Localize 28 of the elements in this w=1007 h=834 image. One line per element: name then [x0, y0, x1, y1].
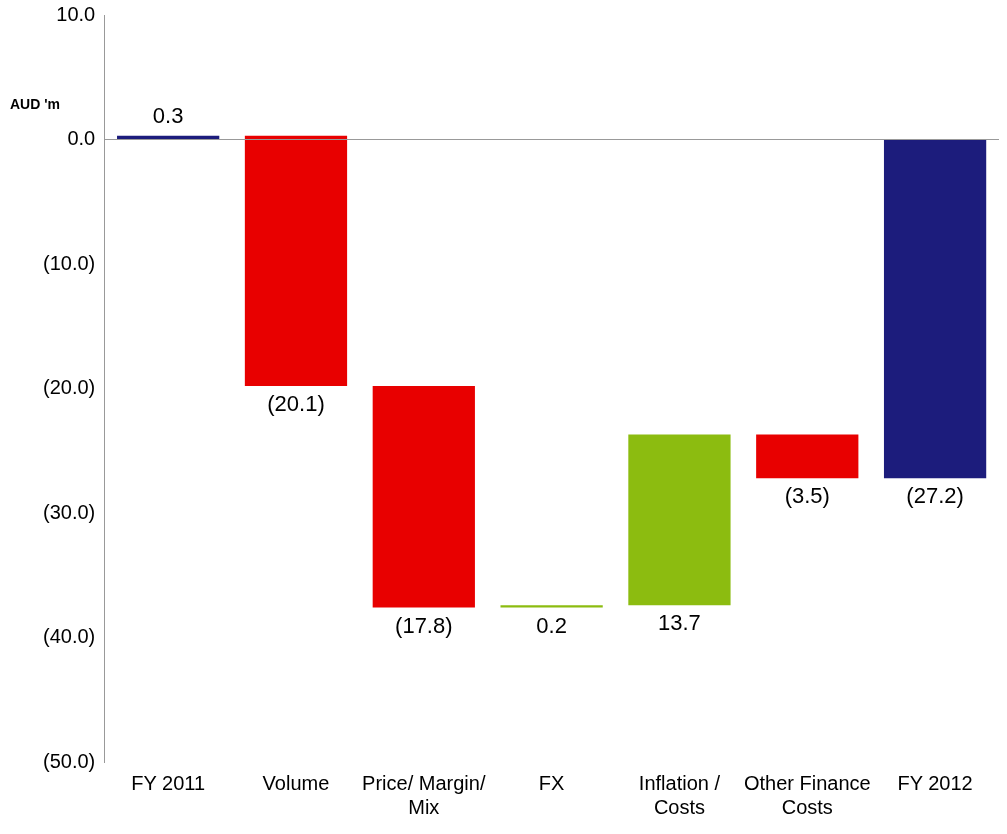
x-tick-label: FX [538, 771, 565, 794]
bar [756, 434, 859, 479]
bar [500, 605, 603, 608]
data-label: 0.3 [152, 102, 184, 128]
x-tick-label: FY 2011 [131, 771, 206, 794]
y-tick-label: 10.0 [56, 2, 96, 25]
y-tick-label: (10.0) [43, 251, 96, 274]
data-label: (17.8) [395, 612, 453, 638]
bar [628, 434, 731, 606]
bar [372, 386, 475, 608]
y-tick-label: (40.0) [43, 625, 96, 648]
data-label: (3.5) [784, 483, 830, 509]
y-tick-label: 0.0 [67, 127, 96, 150]
x-tick-label: Other Finance Costs [743, 771, 871, 818]
data-label: 13.7 [658, 610, 701, 636]
bar [883, 139, 987, 479]
y-tick-label: (30.0) [43, 500, 96, 523]
y-tick-label: (50.0) [43, 749, 96, 772]
y-axis-title: AUD 'm [10, 95, 60, 112]
data-label: (20.1) [267, 391, 325, 417]
data-label: 0.2 [536, 612, 567, 638]
x-tick-label: Inflation / Costs [638, 771, 721, 818]
bar [244, 135, 348, 387]
x-tick-label: Volume [262, 771, 330, 794]
x-tick-label: Price/ Margin/ Mix [362, 771, 486, 818]
data-label: (27.2) [906, 483, 964, 509]
y-tick-label: (20.0) [43, 376, 96, 399]
x-tick-label: FY 2012 [897, 771, 973, 794]
